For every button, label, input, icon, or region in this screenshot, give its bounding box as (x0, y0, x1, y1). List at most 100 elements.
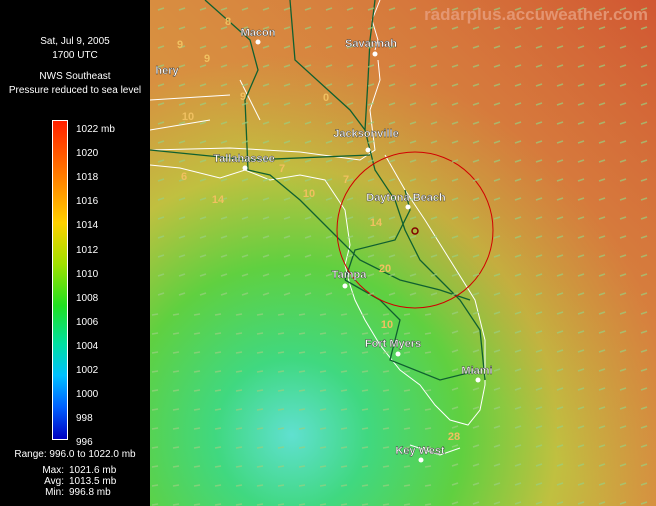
wind-arrow (346, 140, 354, 144)
wind-arrow (598, 292, 606, 296)
wind-arrow (577, 463, 585, 467)
wind-arrow (556, 197, 564, 201)
wind-arrow (172, 370, 180, 373)
wind-arrow (598, 330, 606, 334)
wind-arrow (277, 408, 285, 411)
wind-arrow (535, 387, 543, 391)
wind-arrow (619, 482, 627, 486)
wind-arrow (178, 159, 186, 163)
wind-label: 0 (323, 92, 329, 104)
wind-arrow (403, 313, 411, 316)
wind-arrow (493, 501, 501, 505)
wind-arrow (325, 178, 333, 182)
wind-arrow (640, 235, 648, 239)
wind-arrow (514, 159, 522, 163)
wind-arrow (619, 406, 627, 410)
wind-arrow (640, 273, 648, 277)
wind-arrow (388, 235, 396, 239)
wind-arrow (220, 45, 228, 49)
wind-arrow (577, 273, 585, 277)
wind-arrow (577, 159, 585, 163)
wind-arrow (556, 463, 564, 467)
wind-arrow (283, 235, 291, 239)
wind-arrow (409, 292, 417, 296)
wind-arrow (409, 121, 417, 125)
wind-arrow (577, 235, 585, 239)
wind-arrow (382, 370, 390, 373)
wind-arrow (577, 121, 585, 125)
wind-arrow (256, 370, 264, 373)
legend-tick: 996 (76, 437, 93, 449)
wind-arrow (283, 64, 291, 68)
wind-arrow (361, 408, 369, 411)
wind-arrow (157, 216, 165, 220)
wind-arrow (361, 484, 369, 487)
wind-arrow (256, 446, 264, 449)
wind-arrow (235, 446, 243, 449)
wind-arrow (430, 64, 438, 68)
wind-arrow (172, 389, 180, 392)
wind-arrow (340, 332, 348, 335)
wind-arrow (514, 501, 522, 505)
wind-arrow (193, 484, 201, 487)
wind-arrow (388, 159, 396, 163)
city-label: hery (155, 65, 179, 77)
wind-arrow (262, 159, 270, 163)
wind-arrow (514, 368, 522, 372)
wind-arrow (403, 389, 411, 392)
wind-arrow (472, 501, 480, 505)
wind-arrow (256, 484, 264, 487)
wind-arrow (304, 197, 312, 201)
wind-arrow (157, 235, 165, 239)
date: Sat, Jul 9, 2005 (40, 36, 110, 47)
wind-arrow (493, 197, 501, 201)
wind-arrow (277, 389, 285, 392)
wind-arrow (577, 292, 585, 296)
wind-arrow (388, 254, 396, 258)
wind-arrow (220, 273, 228, 277)
wind-arrow (298, 446, 306, 449)
wind-arrow (298, 408, 306, 411)
wind-arrow (556, 140, 564, 144)
wind-arrow (304, 216, 312, 220)
wind-arrows (151, 7, 648, 506)
wind-arrow (640, 197, 648, 201)
city-label: Daytona Beach (366, 192, 446, 204)
city-dot (418, 457, 424, 463)
wind-arrow (451, 159, 459, 163)
wind-arrow (598, 216, 606, 220)
wind-arrow (325, 159, 333, 163)
wind-arrow (178, 45, 186, 49)
wind-arrow (151, 351, 159, 354)
city-label: Savannah (345, 38, 397, 50)
wind-arrow (241, 121, 249, 125)
wind-arrow (193, 446, 201, 449)
wind-arrow (277, 313, 285, 316)
wind-arrow (493, 406, 501, 410)
city-label: Tampa (332, 269, 368, 281)
wind-arrow (472, 102, 480, 106)
wind-arrow (178, 235, 186, 239)
wind-arrow (451, 330, 459, 334)
wind-arrow (361, 503, 369, 506)
wind-arrow (577, 64, 585, 68)
wind-arrow (157, 197, 165, 201)
wind-arrow (619, 463, 627, 467)
wind-arrow (304, 83, 312, 87)
wind-arrow (472, 254, 480, 258)
wind-label: 10 (303, 188, 315, 200)
wind-arrow (514, 235, 522, 239)
wind-arrow (220, 83, 228, 87)
wind-arrow (346, 7, 354, 11)
wind-arrow (298, 351, 306, 354)
legend-tick: 1016 (76, 196, 99, 208)
wind-arrow (556, 444, 564, 448)
wind-arrow (619, 64, 627, 68)
wind-arrow (367, 197, 375, 201)
wind-arrow (535, 45, 543, 49)
wind-arrow (178, 64, 186, 68)
wind-arrow (556, 254, 564, 258)
wind-arrow (640, 45, 648, 49)
wind-arrow (493, 311, 501, 315)
wind-arrow (409, 102, 417, 106)
